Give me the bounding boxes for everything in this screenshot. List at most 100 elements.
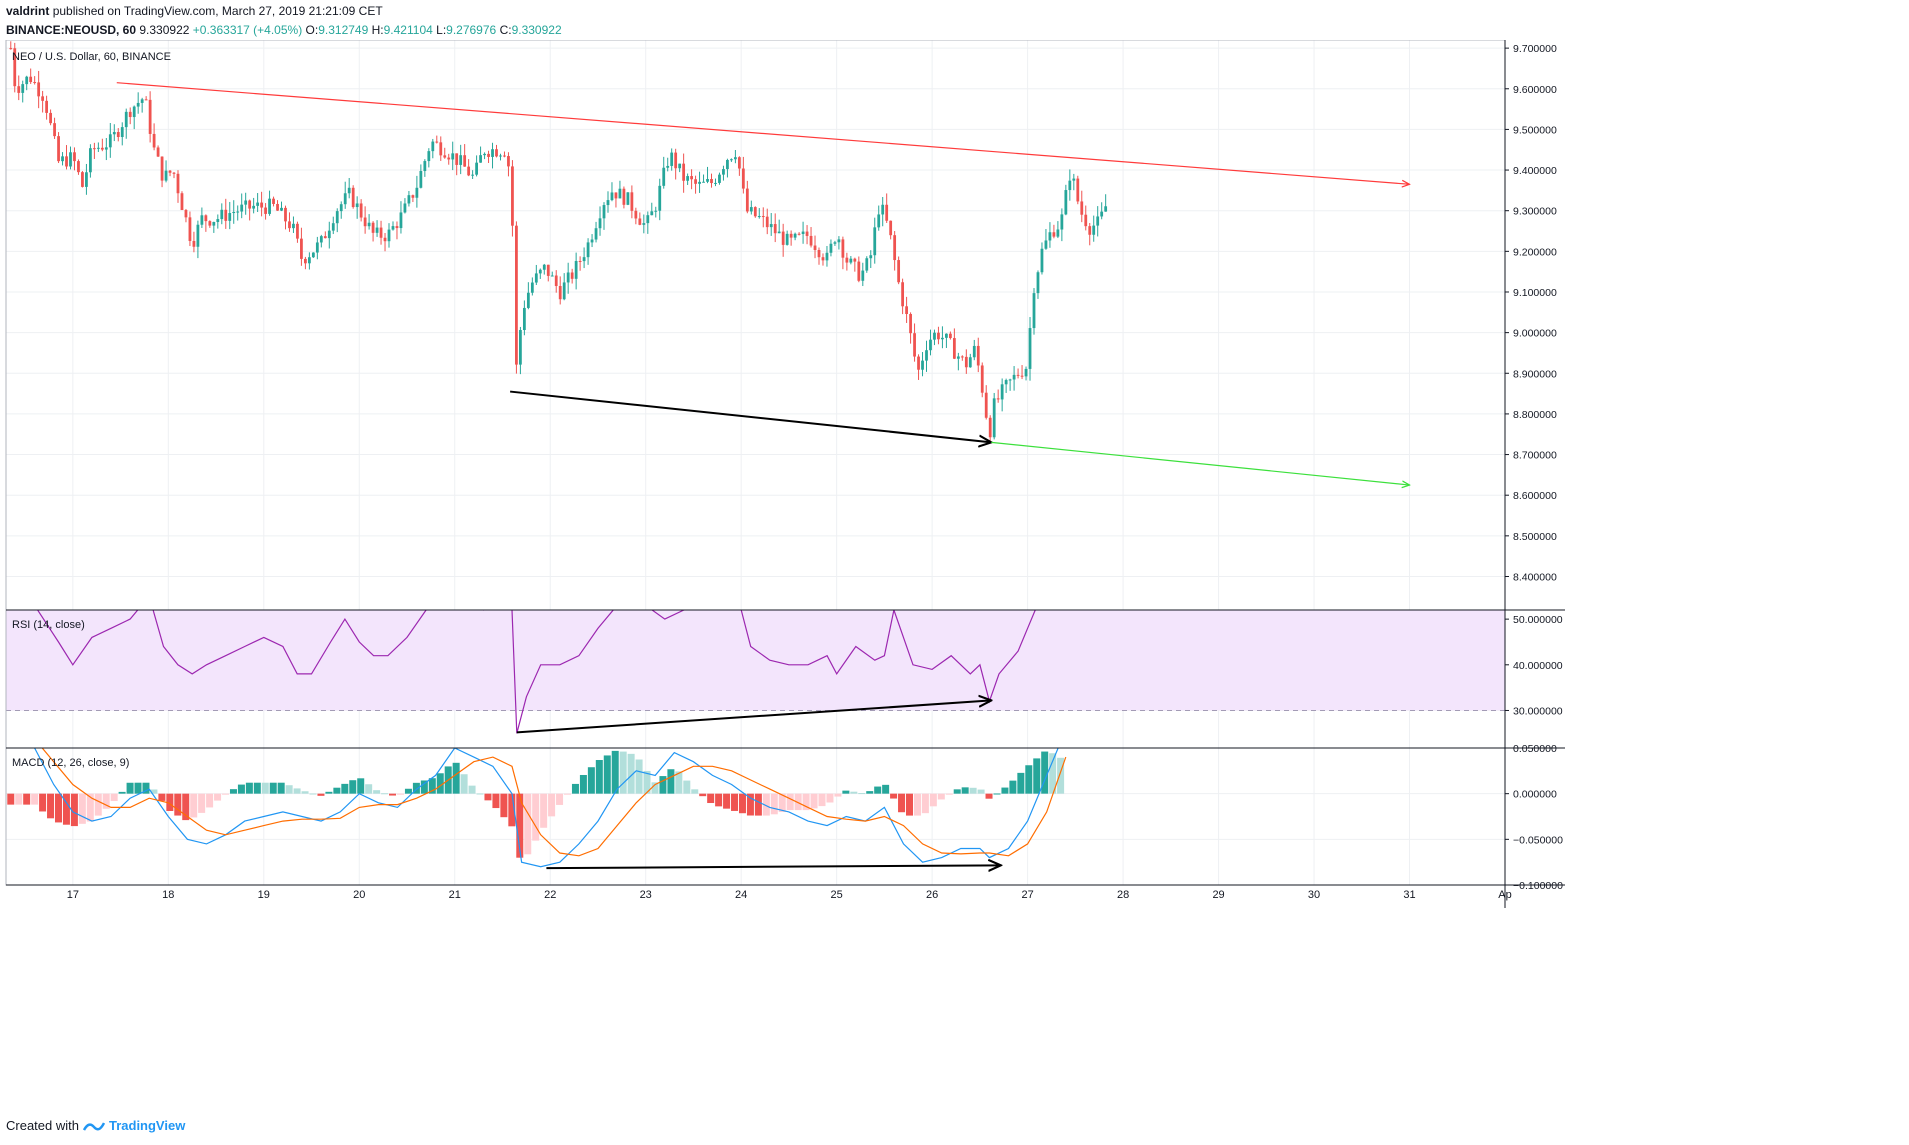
candle-up[interactable]	[475, 162, 478, 175]
candle-down[interactable]	[952, 338, 956, 359]
candle-down[interactable]	[276, 203, 279, 211]
candle-up[interactable]	[311, 252, 315, 258]
candle-up[interactable]	[431, 141, 435, 152]
candle-down[interactable]	[821, 257, 825, 261]
candle-down[interactable]	[487, 153, 490, 157]
candle-up[interactable]	[1028, 328, 1032, 369]
candle-up[interactable]	[686, 176, 690, 181]
candle-down[interactable]	[558, 286, 562, 300]
candle-down[interactable]	[49, 112, 52, 124]
candle-up[interactable]	[1104, 206, 1108, 212]
candle-down[interactable]	[33, 82, 37, 84]
candle-down[interactable]	[976, 345, 980, 366]
candle-down[interactable]	[439, 142, 443, 156]
candle-down[interactable]	[741, 168, 745, 189]
candle-up[interactable]	[335, 211, 339, 224]
price-divergence-arrow[interactable]	[510, 390, 991, 443]
candle-up[interactable]	[590, 239, 594, 243]
candle-up[interactable]	[869, 255, 873, 259]
candle-up[interactable]	[678, 163, 682, 169]
candle-down[interactable]	[937, 332, 940, 340]
candle-up[interactable]	[749, 207, 753, 212]
candle-down[interactable]	[304, 258, 307, 264]
candle-down[interactable]	[1088, 226, 1092, 235]
candle-up[interactable]	[327, 230, 331, 239]
candle-down[interactable]	[797, 233, 801, 235]
candle-down[interactable]	[813, 245, 817, 250]
candle-down[interactable]	[371, 222, 375, 233]
trend-drawings[interactable]	[116, 82, 1410, 868]
candle-up[interactable]	[89, 148, 92, 173]
candle-down[interactable]	[296, 223, 299, 239]
candle-down[interactable]	[204, 215, 208, 222]
rsi-pane[interactable]: RSI (14, close)	[6, 596, 1505, 734]
candle-down[interactable]	[208, 221, 212, 226]
candle-down[interactable]	[634, 210, 638, 219]
rsi-line[interactable]	[11, 596, 1037, 734]
candle-down[interactable]	[960, 356, 964, 358]
candle-up[interactable]	[865, 258, 869, 271]
candle-down[interactable]	[515, 225, 518, 365]
candle-up[interactable]	[757, 216, 761, 218]
candle-up[interactable]	[873, 227, 877, 256]
candle-down[interactable]	[351, 187, 355, 208]
candle-up[interactable]	[606, 200, 610, 206]
candle-down[interactable]	[682, 163, 686, 181]
candle-up[interactable]	[343, 193, 347, 205]
candle-up[interactable]	[355, 203, 359, 208]
candle-up[interactable]	[730, 159, 733, 161]
candle-up[interactable]	[419, 171, 423, 188]
candle-up[interactable]	[829, 243, 833, 253]
candle-up[interactable]	[881, 204, 885, 215]
candle-up[interactable]	[1072, 178, 1076, 181]
candle-up[interactable]	[427, 151, 431, 162]
candle-down[interactable]	[81, 172, 84, 187]
candle-up[interactable]	[777, 231, 781, 234]
candle-up[interactable]	[268, 198, 271, 214]
candle-down[interactable]	[192, 240, 196, 247]
candle-down[interactable]	[554, 275, 558, 287]
candle-down[interactable]	[503, 155, 506, 157]
candle-up[interactable]	[479, 155, 482, 163]
candle-up[interactable]	[670, 152, 674, 166]
candle-up[interactable]	[280, 207, 283, 211]
candle-down[interactable]	[614, 192, 618, 199]
candle-down[interactable]	[765, 216, 769, 228]
candle-up[interactable]	[610, 192, 614, 201]
candle-down[interactable]	[507, 156, 510, 167]
candle-up[interactable]	[714, 182, 717, 184]
candle-down[interactable]	[37, 82, 41, 97]
author-name[interactable]: valdrint	[6, 4, 50, 18]
candle-up[interactable]	[1064, 190, 1068, 215]
candle-up[interactable]	[216, 219, 220, 223]
candle-down[interactable]	[160, 156, 164, 181]
candle-up[interactable]	[706, 178, 709, 182]
candle-down[interactable]	[45, 100, 49, 113]
support-trendline[interactable]	[991, 441, 1409, 485]
candle-up[interactable]	[319, 236, 323, 243]
candle-down[interactable]	[578, 261, 582, 263]
candle-down[interactable]	[455, 153, 459, 165]
candle-up[interactable]	[61, 156, 64, 162]
candle-up[interactable]	[793, 233, 797, 238]
candle-up[interactable]	[945, 333, 948, 338]
candle-down[interactable]	[29, 76, 33, 83]
candle-down[interactable]	[817, 249, 821, 258]
candle-down[interactable]	[674, 152, 678, 169]
candle-up[interactable]	[1092, 225, 1096, 235]
candle-up[interactable]	[801, 231, 805, 235]
candle-down[interactable]	[984, 392, 988, 418]
tradingview-brand[interactable]: TradingView	[108, 1118, 186, 1133]
candle-up[interactable]	[566, 272, 570, 283]
candle-down[interactable]	[467, 166, 471, 176]
candle-up[interactable]	[722, 169, 725, 175]
macd-pane[interactable]: MACD (12, 26, close, 9)	[7, 730, 1067, 868]
candle-up[interactable]	[626, 192, 630, 205]
candle-up[interactable]	[96, 147, 100, 149]
candle-down[interactable]	[511, 166, 514, 226]
candle-up[interactable]	[530, 282, 534, 293]
candle-up[interactable]	[196, 224, 200, 247]
candle-up[interactable]	[228, 213, 232, 221]
candle-down[interactable]	[379, 227, 383, 238]
candle-up[interactable]	[538, 269, 542, 274]
